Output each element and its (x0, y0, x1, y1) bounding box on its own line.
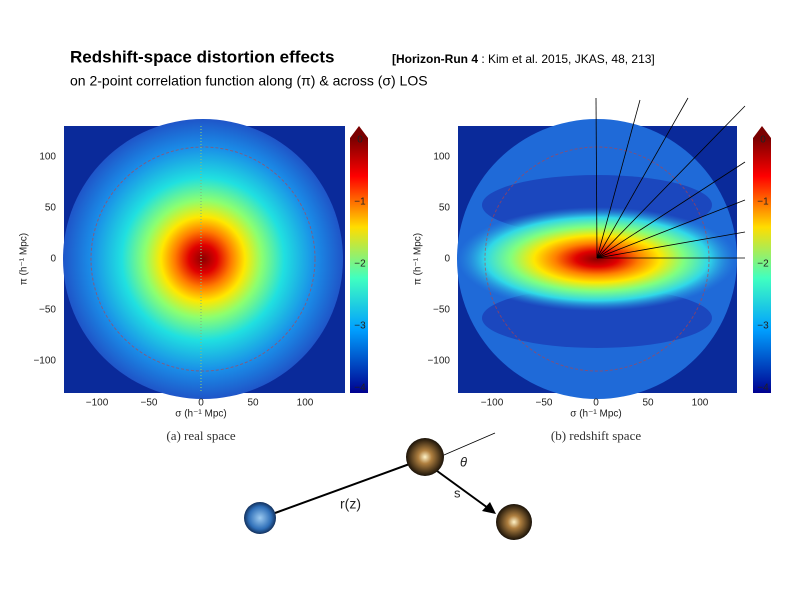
colorbar-arrow (350, 126, 368, 138)
heatmap-core (457, 207, 737, 311)
x-axis-label: σ (h⁻¹ Mpc) (175, 409, 226, 420)
label-theta: θ (460, 454, 467, 469)
y-tick-label: −50 (39, 305, 56, 316)
los-line (436, 432, 496, 459)
circle-guide (90, 146, 316, 372)
x-tick-label: 100 (692, 398, 709, 409)
y-tick-label: 50 (45, 203, 57, 214)
y-axis-label: π (h⁻¹ Mpc) (19, 233, 30, 285)
y-tick-label: −100 (33, 356, 56, 367)
colorbar (350, 138, 368, 393)
x-tick-label: 100 (297, 398, 314, 409)
colorbar-label: −2 (354, 259, 366, 270)
x-tick-label: −50 (536, 398, 553, 409)
galaxy (496, 504, 532, 540)
x-tick-label: −50 (141, 398, 158, 409)
y-tick-label: −50 (433, 305, 450, 316)
y-axis-label: π (h⁻¹ Mpc) (413, 233, 424, 285)
heatmap (63, 119, 343, 399)
label-r: r(z) (340, 496, 361, 512)
caption: (b) redshift space (551, 428, 641, 443)
reference-bold: [Horizon-Run 4 (392, 52, 478, 66)
x-tick-label: −100 (481, 398, 504, 409)
x-tick-label: 0 (198, 398, 204, 409)
label-s: s (454, 485, 461, 500)
subtitle: on 2-point correlation function along (π… (70, 73, 428, 89)
colorbar-label: −2 (757, 259, 769, 270)
y-tick-label: 0 (444, 254, 450, 265)
reference-rest: : Kim et al. 2015, JKAS, 48, 213] (478, 52, 655, 66)
angle-lines (595, 97, 746, 259)
title: Redshift-space distortion effects (70, 47, 335, 66)
arrowhead (482, 502, 496, 514)
colorbar-label: −3 (757, 321, 769, 332)
x-tick-label: 50 (642, 398, 654, 409)
colorbar-arrow (753, 126, 771, 138)
y-tick-label: 0 (50, 254, 56, 265)
x-axis-label: σ (h⁻¹ Mpc) (570, 409, 621, 420)
earth (244, 502, 276, 534)
colorbar-label: −1 (354, 197, 366, 208)
arrow-s (432, 467, 489, 509)
colorbar (753, 138, 771, 393)
y-tick-label: 100 (39, 152, 56, 163)
y-tick-label: −100 (427, 356, 450, 367)
reference: [Horizon-Run 4 : Kim et al. 2015, JKAS, … (392, 52, 655, 66)
colorbar-label: 0 (357, 135, 363, 146)
x-tick-label: 50 (247, 398, 259, 409)
x-tick-label: 0 (593, 398, 599, 409)
circle-guide (484, 146, 710, 372)
arrow-r (274, 461, 416, 514)
x-tick-label: −100 (86, 398, 109, 409)
colorbar-label: −1 (757, 197, 769, 208)
y-tick-label: 50 (439, 203, 451, 214)
caption: (a) real space (166, 428, 236, 443)
colorbar-label: −4 (757, 383, 769, 394)
colorbar-label: 0 (760, 135, 766, 146)
colorbar-label: −4 (354, 383, 366, 394)
y-tick-label: 100 (433, 152, 450, 163)
galaxy (406, 438, 444, 476)
colorbar-label: −3 (354, 321, 366, 332)
